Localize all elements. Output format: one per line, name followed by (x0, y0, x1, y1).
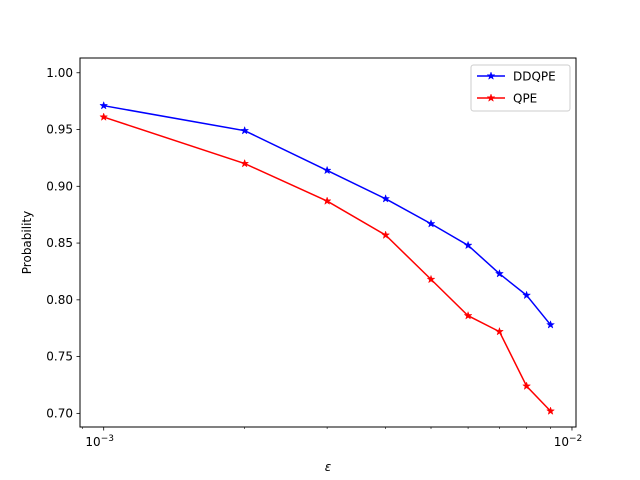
data-point (240, 125, 250, 135)
data-point (426, 274, 436, 284)
data-point (463, 240, 473, 250)
series-line (103, 116, 552, 412)
legend-label: DDQPE (513, 70, 556, 84)
y-tick-label: 0.95 (46, 123, 73, 137)
y-axis-label: Probability (20, 211, 34, 274)
y-tick-label: 0.70 (46, 406, 73, 420)
legend-label: QPE (513, 92, 537, 106)
y-tick-label: 0.75 (46, 350, 73, 364)
data-point (522, 381, 532, 390)
legend: DDQPE QPE (470, 64, 571, 112)
data-point (546, 320, 556, 329)
series-ddqpe (99, 100, 556, 329)
data-point (426, 219, 436, 228)
series-qpe (99, 112, 556, 415)
x-major-ticks: 10−3 10−2 (85, 427, 582, 449)
y-tick-label: 0.80 (46, 293, 73, 307)
data-point (463, 310, 473, 320)
y-tick-label: 0.85 (46, 236, 73, 250)
data-point (381, 194, 391, 203)
data-point (99, 100, 109, 110)
data-point (381, 230, 391, 239)
data-point (240, 158, 250, 168)
data-point (322, 165, 332, 175)
data-point (546, 406, 556, 415)
legend-marker (486, 71, 496, 80)
data-point (494, 268, 504, 278)
plot-frame (79, 57, 577, 428)
y-ticks: 0.70 0.75 0.80 0.85 0.90 0.95 1.00 (46, 66, 80, 420)
data-point (522, 290, 532, 300)
series-layer (99, 100, 556, 415)
y-tick-label: 1.00 (46, 66, 73, 80)
data-point (494, 326, 504, 336)
x-axis-label: ε (325, 460, 332, 474)
x-tick-label: 10−3 (85, 434, 114, 449)
data-point (99, 112, 109, 121)
data-point (322, 196, 332, 205)
y-tick-label: 0.90 (46, 179, 73, 193)
x-tick-label: 10−2 (554, 434, 583, 449)
legend-marker (486, 93, 496, 102)
